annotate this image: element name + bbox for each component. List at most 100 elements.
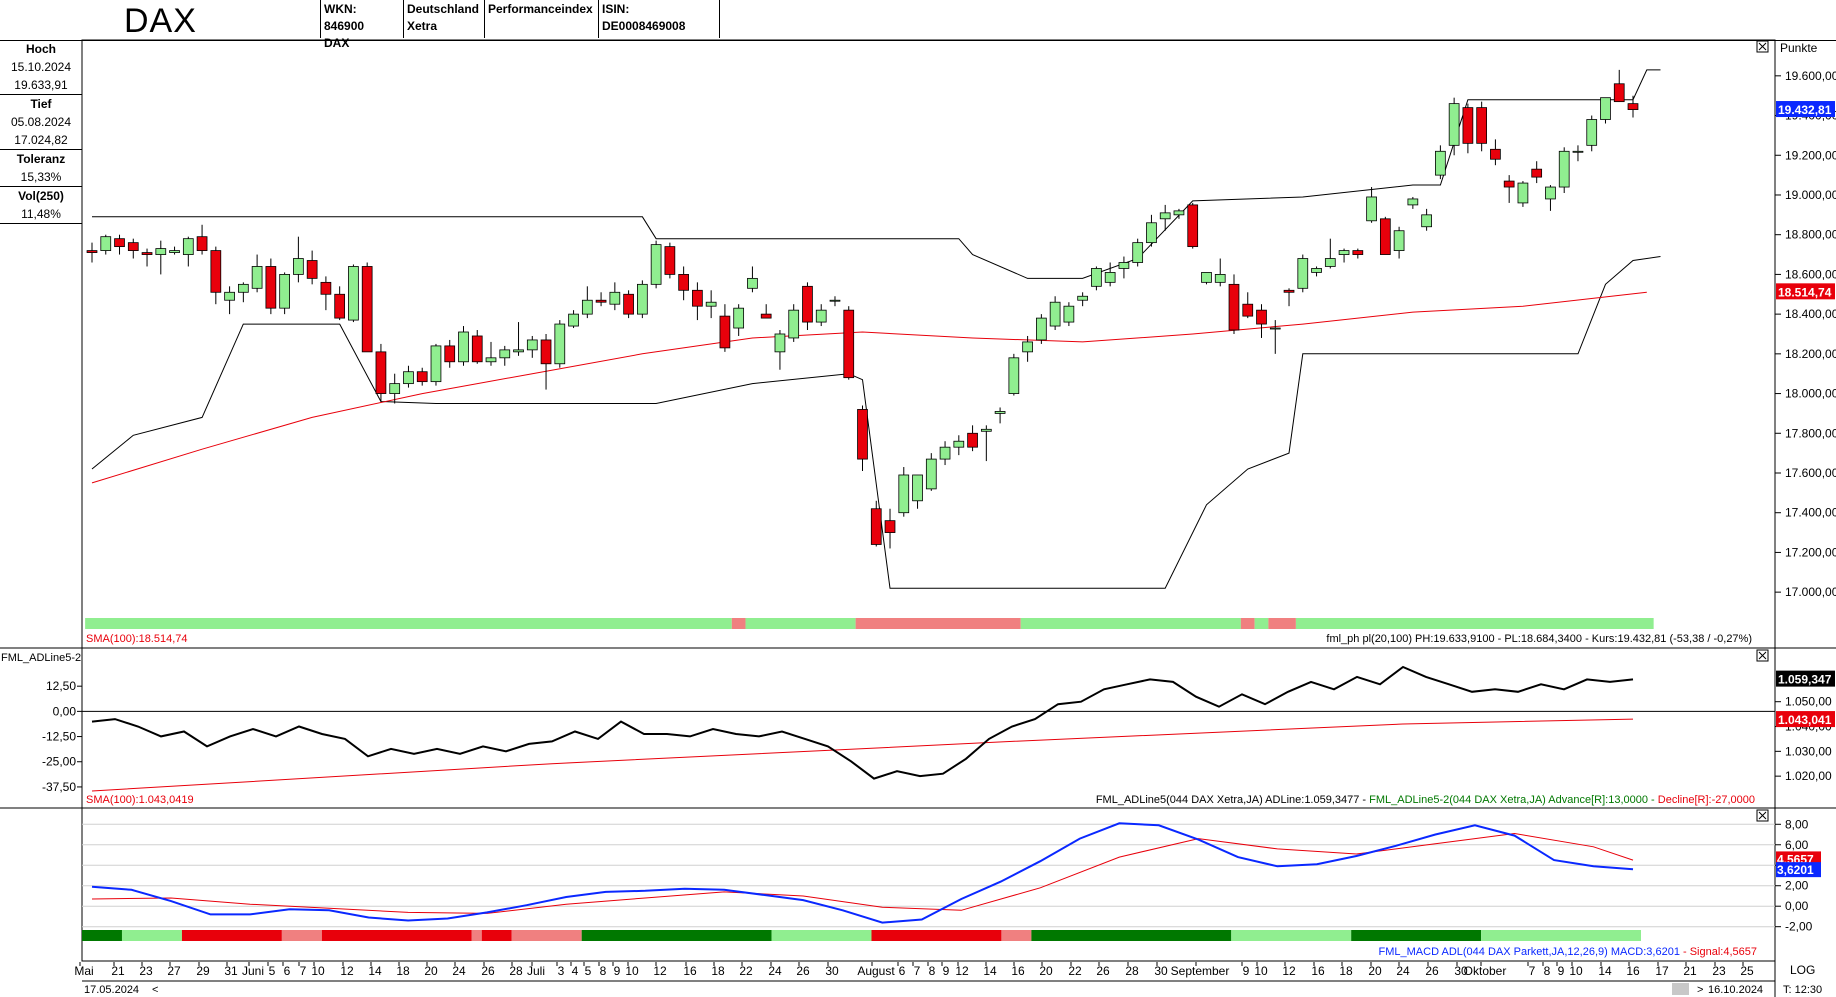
- macd-signal-segment: [82, 930, 122, 941]
- chart-frame: [81, 39, 1776, 962]
- candle: [389, 373, 401, 404]
- x-tick-label: 30: [825, 964, 839, 978]
- candle-body: [499, 349, 511, 359]
- candle: [526, 335, 538, 358]
- macd-signal-segment: [321, 930, 472, 941]
- scroll-right-arrow[interactable]: >: [1697, 984, 1703, 996]
- x-tick-label: 18: [1339, 964, 1353, 978]
- signal-segment: [85, 618, 732, 629]
- macd-signal-segment: [1231, 930, 1352, 941]
- candle: [127, 238, 139, 259]
- price-tick-label: 17.800,00: [1785, 426, 1836, 440]
- candle-body: [1036, 317, 1047, 341]
- macd-value-box: [1776, 862, 1821, 878]
- x-tick-label: 12: [955, 964, 969, 978]
- signal-segment: [1295, 618, 1654, 629]
- x-tick-label: 20: [1368, 964, 1382, 978]
- price-tick-label: 18.400,00: [1785, 307, 1836, 321]
- candle: [1049, 296, 1061, 331]
- candle: [637, 280, 648, 319]
- close-icon[interactable]: [1756, 809, 1769, 822]
- candle-body: [100, 236, 112, 251]
- candle-body: [114, 238, 125, 248]
- candle: [1228, 274, 1240, 334]
- log-scale-toggle[interactable]: LOG: [1790, 963, 1815, 977]
- signal-segment: [1254, 618, 1269, 629]
- volatility-label: Vol(250): [18, 189, 64, 203]
- candle: [994, 407, 1006, 424]
- candle: [719, 304, 731, 352]
- candle: [1517, 181, 1529, 207]
- candle: [939, 441, 951, 466]
- candle: [843, 306, 855, 380]
- candle-body: [1077, 295, 1088, 301]
- x-tick-label: 26: [1425, 964, 1439, 978]
- candle: [1242, 292, 1254, 319]
- candle: [650, 240, 662, 289]
- x-tick-label: 10: [1569, 964, 1583, 978]
- candle-body: [1132, 242, 1144, 263]
- candle: [678, 266, 689, 301]
- candle: [581, 286, 593, 319]
- candle-body: [458, 331, 469, 363]
- candle: [1490, 139, 1501, 166]
- left-tick-label: -25,00: [42, 755, 76, 769]
- candle: [444, 339, 456, 368]
- candle: [1448, 97, 1460, 156]
- candle: [114, 234, 125, 255]
- macd-signal-segment: [121, 930, 182, 941]
- low-date: 05.08.2024: [10, 115, 72, 129]
- candle: [237, 282, 249, 303]
- scroll-left-arrow[interactable]: <: [152, 984, 158, 996]
- candle: [416, 367, 428, 386]
- x-tick-label: 21: [111, 964, 125, 978]
- candle: [1421, 208, 1432, 231]
- x-tick-label: 25: [1740, 964, 1754, 978]
- scrollbar-thumb[interactable]: [1672, 983, 1689, 995]
- x-tick-label: 4: [572, 964, 579, 978]
- x-tick-label: 18: [396, 964, 410, 978]
- country-label: Deutschland: [407, 2, 480, 16]
- x-tick-label: 21: [1683, 964, 1697, 978]
- candle: [1531, 161, 1543, 184]
- candle-body: [127, 242, 139, 251]
- x-tick-label: Juni: [242, 964, 264, 978]
- candle-body: [1187, 204, 1199, 248]
- macd-signal-segment: [481, 930, 512, 941]
- close-icon[interactable]: [1756, 649, 1769, 662]
- candle: [182, 236, 194, 267]
- candle: [733, 304, 745, 336]
- candle-body: [733, 307, 745, 329]
- close-icon[interactable]: [1756, 40, 1769, 53]
- tolerance-label: Toleranz: [16, 152, 66, 166]
- x-tick-label: 12: [653, 964, 667, 978]
- adline-legend-a: FML_ADLine5(044 DAX Xetra,JA) ADLine:1.0…: [1096, 794, 1369, 806]
- x-tick-label: 23: [139, 964, 153, 978]
- candle: [1586, 115, 1598, 152]
- x-tick-label: 12: [340, 964, 354, 978]
- price-unit-label: Punkte: [1780, 41, 1818, 55]
- x-tick-label: 10: [311, 964, 325, 978]
- right-tick-label: 1.020,00: [1785, 769, 1832, 783]
- candle-body: [444, 345, 456, 363]
- high-date: 15.10.2024: [10, 60, 72, 74]
- x-tick-label: 29: [196, 964, 210, 978]
- adline-panel: 12,500,00-12,50-25,00-37,501.050,001.040…: [42, 665, 1835, 794]
- price-tick-label: 18.800,00: [1785, 228, 1836, 242]
- candle-body: [526, 339, 538, 351]
- candle: [829, 296, 841, 307]
- candle: [471, 330, 483, 364]
- candle-body: [980, 428, 992, 432]
- candle: [1022, 335, 1033, 362]
- macd-legend: FML_MACD ADL(044 DAX Parkett,JA,12,26,9)…: [1379, 946, 1757, 958]
- candle: [1008, 353, 1020, 396]
- candle: [967, 425, 978, 452]
- candle-body: [802, 285, 813, 323]
- x-tick-label: 17: [1655, 964, 1669, 978]
- x-tick-label: 14: [368, 964, 382, 978]
- x-tick-label: 28: [1125, 964, 1139, 978]
- candle: [664, 242, 676, 279]
- macd-legend-a: FML_MACD ADL(044 DAX Parkett,JA,12,26,9)…: [1379, 946, 1680, 958]
- price-tick-label: 17.200,00: [1785, 545, 1836, 559]
